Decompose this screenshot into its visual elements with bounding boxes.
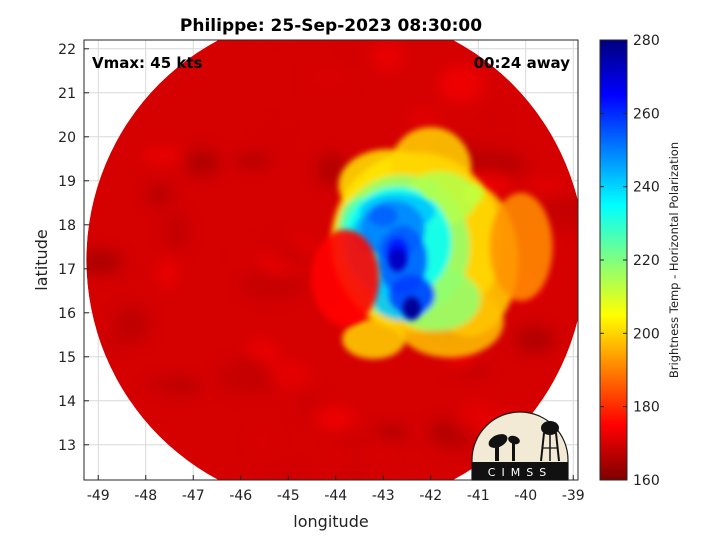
cimss-logo: CIMSS [471,411,569,481]
y-tick-label: 14 [58,394,76,410]
x-tick-label: -47 [182,488,205,504]
x-tick-label: -46 [229,488,252,504]
core-south [402,296,421,321]
y-tick-label: 16 [58,306,76,322]
colorbar-tick-label: 280 [633,33,660,49]
convective-structure [331,127,553,360]
colorbar-gradient [599,39,628,481]
x-tick-label: -39 [562,488,585,504]
core-north [388,248,407,272]
plot-area [84,40,578,480]
colorbar-tick-label: 220 [633,253,660,269]
y-axis: 13 14 15 16 17 18 19 20 21 22 [58,42,89,454]
colorbar-tick-label: 160 [633,473,660,489]
y-tick-label: 20 [58,130,76,146]
x-tick-label: -40 [514,488,537,504]
colorbar: 160 180 200 220 240 260 280 Brightness Temp - … [599,33,681,489]
y-tick-label: 13 [58,438,76,454]
x-tick-label: -43 [372,488,395,504]
x-tick-label: -42 [419,488,442,504]
colorbar-tick-label: 180 [633,400,660,416]
y-axis-label: latitude [32,229,51,290]
x-tick-label: -48 [134,488,157,504]
cimss-logo-text: CIMSS [488,466,552,479]
x-axis: -49 -48 -47 -46 -45 -44 -43 -42 -41 -40 -39 [87,475,585,504]
y-tick-label: 15 [58,350,76,366]
y-tick-label: 21 [58,86,76,102]
y-tick-label: 22 [58,42,76,58]
outer-rainband [423,180,438,199]
x-tick-label: -45 [277,488,300,504]
x-tick-label: -41 [467,488,490,504]
swath-disc [86,40,578,480]
y-tick-label: 19 [58,174,76,190]
x-tick-label: -49 [87,488,110,504]
radiance-swath [86,40,578,480]
vmax-annotation: Vmax: 45 kts [92,54,202,72]
y-tick-label: 17 [58,262,76,278]
time-offset-annotation: 00:24 away [474,54,571,72]
x-axis-label: longitude [293,512,368,531]
chart-title: Philippe: 25-Sep-2023 08:30:00 [180,16,482,36]
colorbar-tick-label: 260 [633,106,660,122]
y-tick-label: 18 [58,218,76,234]
colorbar-tick-label: 200 [633,326,660,342]
colorbar-tick-label: 240 [633,180,660,196]
plot-frame [83,39,579,481]
colorbar-label: Brightness Temp - Horizontal Polarizatio… [667,142,681,378]
x-tick-label: -44 [324,488,347,504]
